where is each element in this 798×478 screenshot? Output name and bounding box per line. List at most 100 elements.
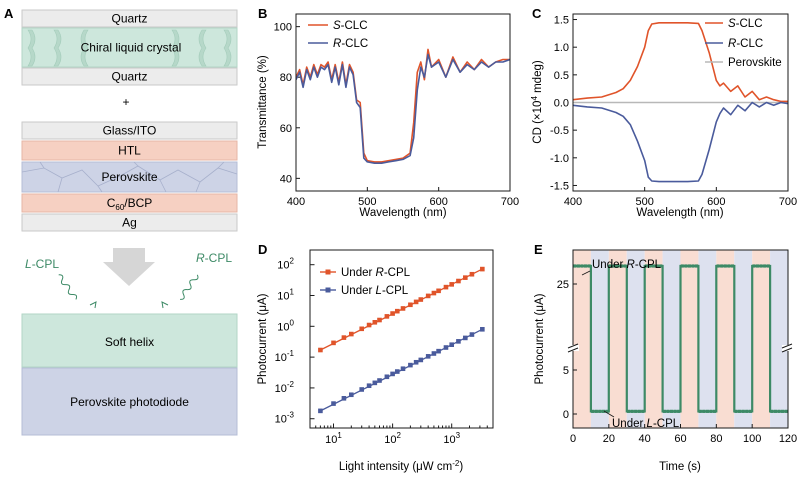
photodiode-label: Perovskite photodiode <box>70 395 189 409</box>
data-point <box>766 264 770 268</box>
soft-helix-block <box>21 313 238 368</box>
panel-d: D 101 102 103 10-3 10-2 10-1 100 101 102 Light i… <box>257 242 494 473</box>
panel-d-ylabel: Photocurrent (μA) <box>257 293 269 384</box>
data-point <box>763 264 767 268</box>
htl-label: HTL <box>118 144 141 158</box>
quartz-top-label: Quartz <box>111 12 147 26</box>
data-point <box>366 383 372 389</box>
x-tick-label: 100 <box>743 433 761 445</box>
data-point <box>777 409 781 413</box>
data-point <box>702 409 706 413</box>
legend-text-s-clc: S-CLC <box>333 20 368 32</box>
rcpl-wave-icon <box>180 274 199 300</box>
data-point <box>752 264 756 268</box>
lcpl-arrowhead-icon <box>89 301 97 309</box>
data-point <box>637 409 641 413</box>
y-tick-label: 102 <box>277 257 294 272</box>
data-point <box>436 348 441 354</box>
legend-text-under-r: Under R-CPL <box>341 267 411 279</box>
data-point <box>755 264 760 268</box>
data-point <box>598 409 602 413</box>
y-tick-label: 0.5 <box>554 70 569 82</box>
data-point <box>463 275 468 280</box>
grain-boundaries <box>21 161 238 193</box>
data-point <box>659 264 663 268</box>
annotation-pointer-r <box>581 270 591 276</box>
legend-marker-under-l <box>325 287 331 293</box>
panel-e-plot: 0 20 40 60 80 100 120 0 5 25 <box>557 264 797 445</box>
x-tick-label: 103 <box>443 431 460 446</box>
panel-b-legend: S-CLC R-CLC <box>308 20 368 50</box>
data-point <box>400 306 406 311</box>
data-point <box>773 409 778 413</box>
x-tick-label: 120 <box>779 433 797 445</box>
data-point <box>394 369 400 374</box>
data-point <box>644 264 649 268</box>
data-point <box>425 293 431 299</box>
data-point <box>449 282 454 287</box>
data-point <box>770 409 774 413</box>
data-point <box>390 371 395 377</box>
legend-text-perovskite: Perovskite <box>728 57 782 69</box>
htl-layer <box>21 140 238 161</box>
panel-c-frame <box>572 13 789 192</box>
data-point <box>666 409 670 413</box>
data-point <box>413 359 419 365</box>
y-tick-label: 5 <box>563 365 569 377</box>
quartz-top-layer <box>21 9 238 28</box>
y-tick-label: -1.0 <box>550 153 569 165</box>
lcpl-wave-icon <box>58 274 78 300</box>
annotation-under-l: Under L-CPL <box>612 418 680 430</box>
panel-c-legend: S-CLC R-CLC Perovskite <box>705 18 782 69</box>
x-tick-label: 500 <box>635 196 653 208</box>
data-point <box>612 264 616 268</box>
data-point <box>341 335 347 340</box>
data-point <box>720 264 724 268</box>
y-tick-label: 100 <box>274 22 292 34</box>
y-tick-label: -0.5 <box>550 125 569 137</box>
annotation-under-r: Under R-CPL <box>592 259 662 271</box>
data-point <box>377 378 382 383</box>
ag-label: Ag <box>122 216 137 230</box>
data-point <box>587 264 591 268</box>
panel-e-ylabel: Photocurrent (μA) <box>534 293 546 384</box>
data-point <box>418 357 424 363</box>
panel-b-plot: 400 500 600 700 40 60 80 100 <box>274 22 520 208</box>
data-point <box>616 264 620 268</box>
data-point <box>469 332 475 337</box>
data-point <box>400 366 406 372</box>
band-L <box>770 250 788 428</box>
plus-sign: + <box>122 95 129 109</box>
data-point <box>359 387 365 392</box>
data-point <box>669 409 674 413</box>
y-tick-label: 100 <box>277 318 294 333</box>
data-point <box>384 374 390 380</box>
y-tick-label: 0 <box>563 409 569 421</box>
glass-ito-layer <box>21 121 238 140</box>
data-point <box>716 264 720 268</box>
panel-b-frame <box>295 13 511 192</box>
data-point <box>480 266 485 272</box>
data-point <box>443 284 449 290</box>
data-point <box>680 264 684 268</box>
y-tick-label: 10-1 <box>275 349 295 364</box>
y-tick-label: 0.0 <box>554 98 569 110</box>
band-R <box>573 250 591 428</box>
down-arrow-icon <box>103 248 155 286</box>
panel-b-xlabel: Wavelength (nm) <box>359 207 446 219</box>
band-R <box>644 250 663 428</box>
photodiode-block <box>21 367 238 436</box>
data-point <box>609 264 613 268</box>
data-point <box>449 342 454 347</box>
x-tick-label: 80 <box>710 433 722 445</box>
panel-d-frame <box>309 249 494 429</box>
panel-a: A Quartz Chiral liquid crystal Quartz + … <box>4 6 238 436</box>
x-tick-label: 500 <box>358 196 376 208</box>
data-point <box>781 409 785 413</box>
x-tick-label: 40 <box>639 433 651 445</box>
data-point <box>390 311 395 316</box>
x-tick-label: 400 <box>287 196 305 208</box>
data-point <box>684 264 688 268</box>
clc-label: Chiral liquid crystal <box>81 41 182 55</box>
